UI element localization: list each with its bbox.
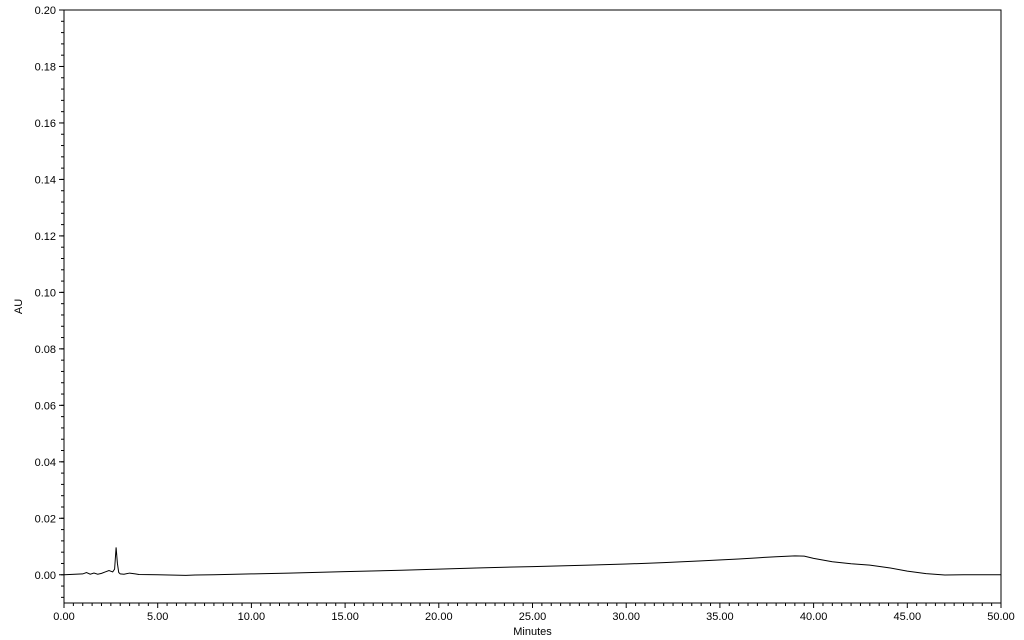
y-tick-label: 0.06 [35,400,56,412]
y-tick-label: 0.14 [35,174,56,186]
x-tick-label: 0.00 [53,611,74,623]
y-tick-label: 0.16 [35,118,56,130]
plot-frame [63,9,1002,604]
x-tick-label: 35.00 [706,611,734,623]
y-tick-label: 0.08 [35,344,56,356]
y-tick-label: 0.18 [35,61,56,73]
y-tick-label: 0.20 [35,5,56,17]
x-tick-label: 5.00 [147,611,168,623]
series-trace [63,547,1001,576]
y-axis-label: AU [13,299,25,314]
x-tick-label: 10.00 [238,611,266,623]
x-tick-label: 25.00 [519,611,547,623]
y-tick-label: 0.02 [35,513,56,525]
y-axis: 0.00 0.02 0.04 0.06 0.08 0.10 0.12 0.14 0.16 0.18… [35,5,64,598]
x-tick-label: 50.00 [987,611,1015,623]
y-tick-label: 0.00 [35,570,56,582]
x-tick-label: 30.00 [612,611,640,623]
y-tick-label: 0.04 [35,457,56,469]
x-tick-label: 45.00 [894,611,922,623]
y-tick-label: 0.12 [35,231,56,243]
x-axis: 0.00 5.00 10.00 15.00 20.00 25.00 30.00 35.00 40… [53,603,1015,623]
y-tick-label: 0.10 [35,287,56,299]
x-axis-label: Minutes [513,626,552,638]
x-tick-label: 15.00 [331,611,359,623]
x-tick-label: 20.00 [425,611,453,623]
x-tick-label: 40.00 [800,611,828,623]
